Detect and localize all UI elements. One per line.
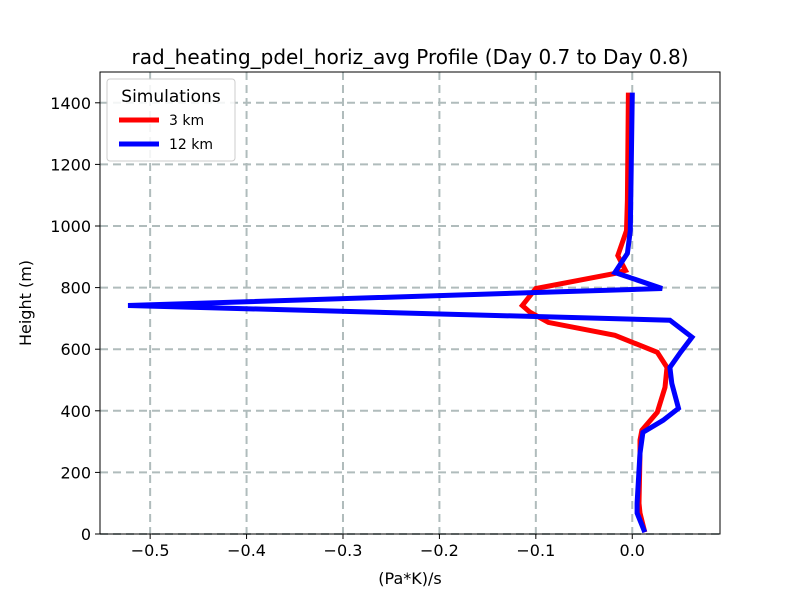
x-tick-label: −0.5 bbox=[131, 541, 170, 560]
legend: Simulations 3 km 12 km bbox=[106, 78, 236, 162]
series-lines bbox=[127, 92, 696, 534]
grid bbox=[100, 72, 720, 535]
x-tick-label: −0.3 bbox=[324, 541, 363, 560]
y-tick-label: 200 bbox=[60, 463, 91, 482]
legend-box bbox=[106, 78, 236, 162]
y-tick-label: 800 bbox=[60, 279, 91, 298]
y-tick-label: 600 bbox=[60, 340, 91, 359]
series-line-12km bbox=[127, 92, 696, 534]
x-tick-label: −0.4 bbox=[227, 541, 266, 560]
legend-label-3km: 3 km bbox=[169, 113, 204, 129]
x-tick-label: 0.0 bbox=[620, 541, 645, 560]
chart-title: rad_heating_pdel_horiz_avg Profile (Day … bbox=[131, 45, 688, 69]
ticks: −0.5 −0.4 −0.3 −0.2 −0.1 0.0 0 200 400 600 800 1000… bbox=[50, 94, 645, 560]
x-tick-label: −0.1 bbox=[516, 541, 555, 560]
y-axis-label: Height (m) bbox=[16, 260, 35, 346]
y-tick-label: 1200 bbox=[50, 155, 91, 174]
legend-title: Simulations bbox=[121, 87, 221, 107]
y-tick-label: 1400 bbox=[50, 94, 91, 113]
x-axis-label: (Pa*K)/s bbox=[378, 569, 441, 588]
y-tick-label: 0 bbox=[81, 525, 91, 544]
series-line-3km bbox=[518, 92, 670, 533]
legend-label-12km: 12 km bbox=[169, 137, 213, 153]
y-tick-label: 1000 bbox=[50, 217, 91, 236]
x-tick-label: −0.2 bbox=[420, 541, 459, 560]
y-tick-label: 400 bbox=[60, 402, 91, 421]
plot-frame bbox=[99, 71, 721, 535]
